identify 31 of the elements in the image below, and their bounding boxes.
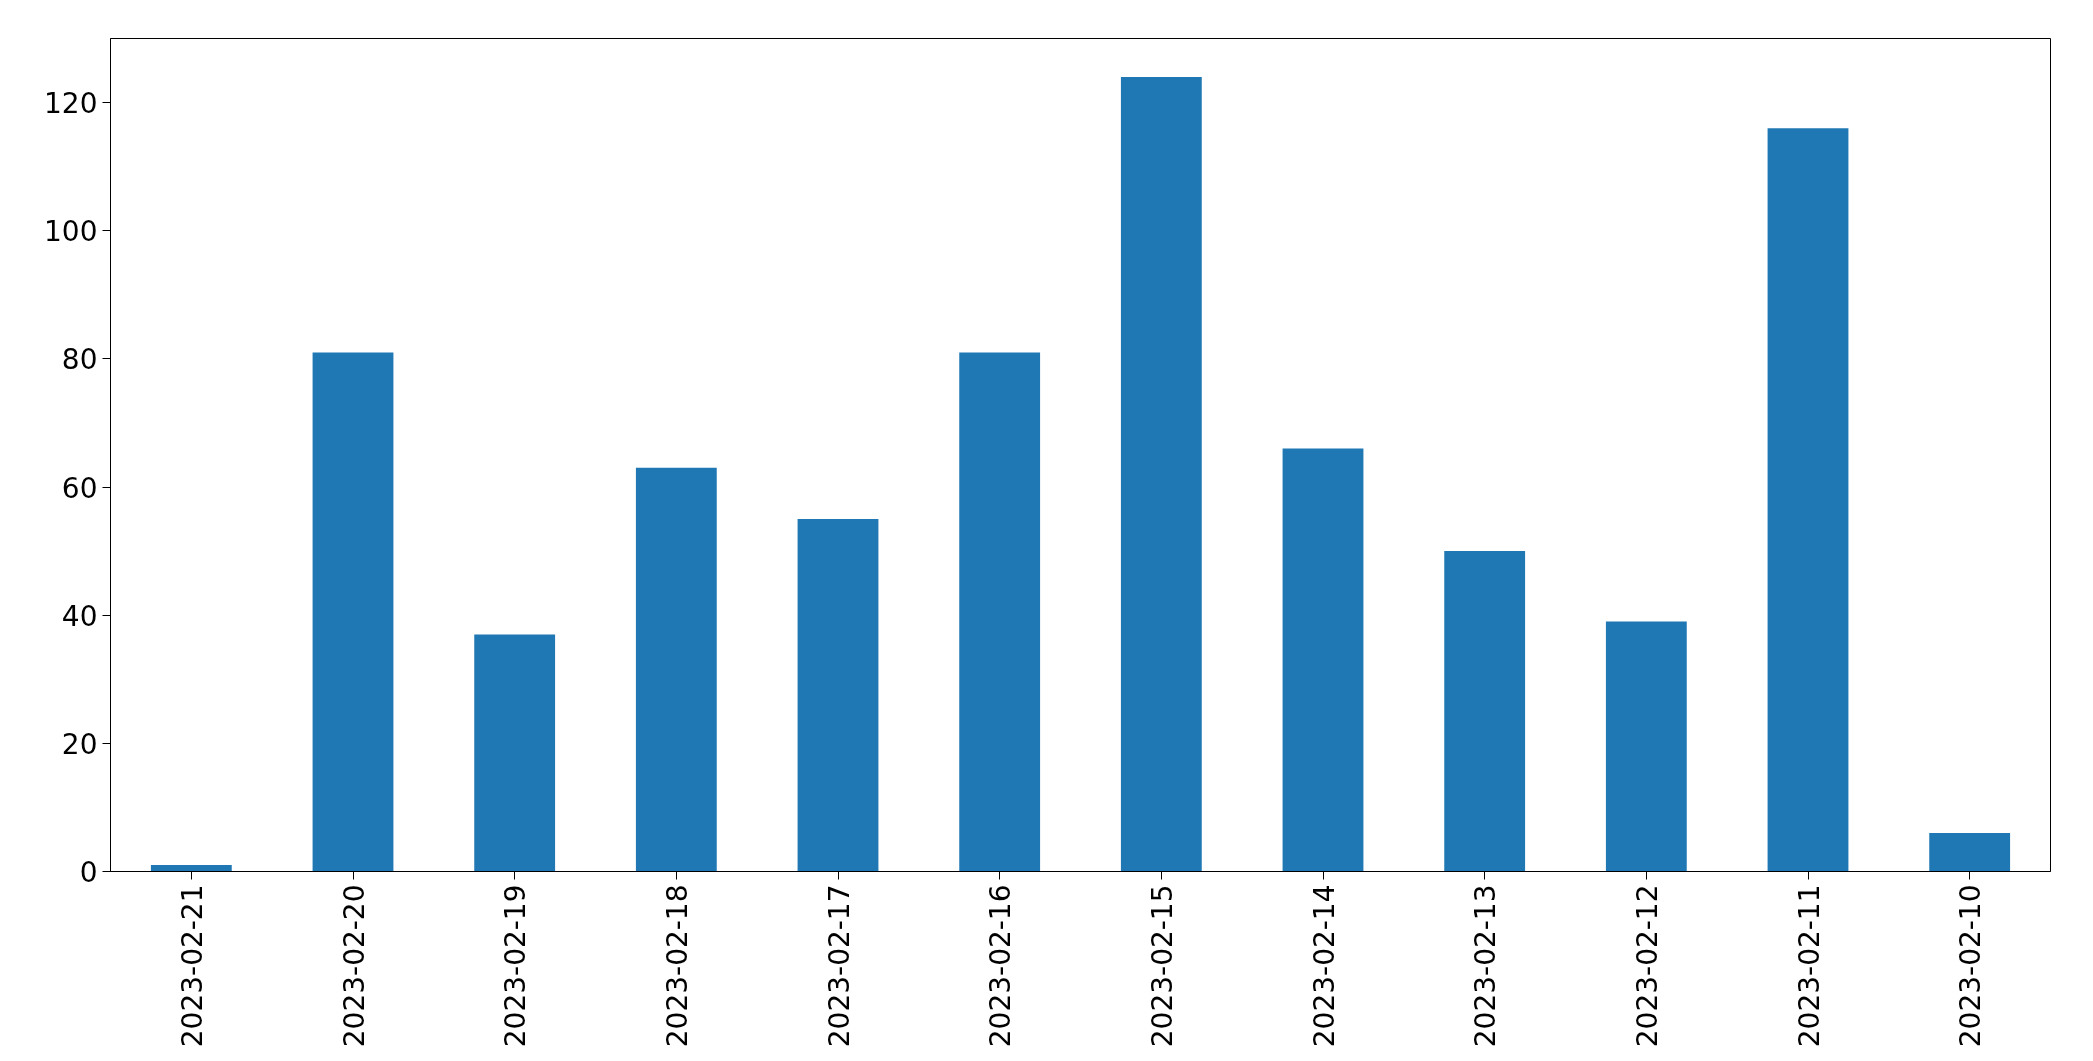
bar — [635, 467, 717, 872]
x-tick-label: 2023-02-14 — [1307, 884, 1341, 1048]
y-tick-label: 20 — [61, 727, 98, 761]
x-tick-label: 2023-02-15 — [1145, 884, 1179, 1048]
bar — [1120, 76, 1202, 872]
y-tick-label: 120 — [44, 87, 98, 121]
bar — [1929, 833, 2011, 872]
y-tick-label: 80 — [61, 343, 98, 377]
x-tick-label: 2023-02-11 — [1792, 884, 1826, 1048]
y-tick-label: 40 — [61, 599, 98, 633]
x-tick-label: 2023-02-12 — [1630, 884, 1664, 1048]
x-tick-label: 2023-02-17 — [822, 884, 856, 1048]
bar — [474, 634, 556, 872]
y-tick-label: 0 — [79, 856, 98, 889]
x-tick-label: 2023-02-20 — [337, 884, 371, 1048]
bar — [1282, 448, 1364, 872]
x-tick-label: 2023-02-21 — [175, 884, 209, 1048]
y-tick-label: 60 — [61, 471, 98, 505]
x-tick-label: 2023-02-13 — [1469, 884, 1503, 1048]
bar — [959, 352, 1041, 872]
y-tick-label: 100 — [44, 215, 98, 249]
x-tick-label: 2023-02-10 — [1954, 884, 1988, 1048]
x-tick-label: 2023-02-16 — [984, 884, 1018, 1048]
bar — [150, 865, 232, 872]
bar — [1444, 551, 1526, 872]
bar — [312, 352, 394, 872]
x-tick-label: 2023-02-18 — [660, 884, 694, 1048]
x-tick-label: 2023-02-19 — [499, 884, 533, 1048]
bar — [1605, 621, 1687, 872]
bar — [1767, 128, 1849, 872]
bar — [797, 519, 879, 872]
